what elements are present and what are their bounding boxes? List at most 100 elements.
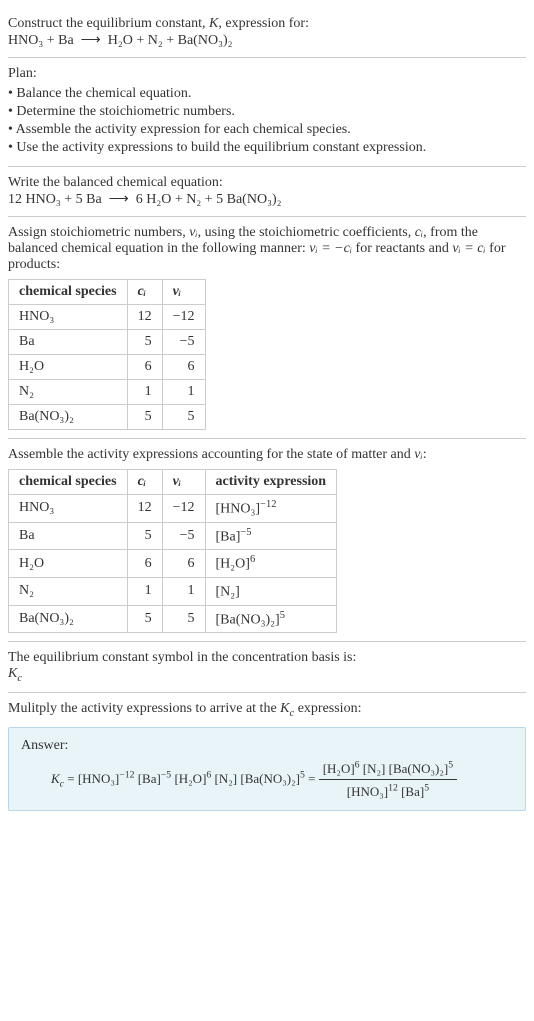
table-row: Ba(NO₃)₂ 5 5 [Ba(NO₃)₂]5 <box>9 605 337 633</box>
t-exp: 5 <box>448 760 453 771</box>
plan-heading: Plan: <box>8 66 526 82</box>
t-base: [Ba] <box>138 771 161 786</box>
cell-species: Ba <box>9 522 128 550</box>
cell-species: H₂O <box>9 550 128 578</box>
ans-eq2: = <box>308 771 319 786</box>
table-header-row: chemical species cᵢ νᵢ activity expressi… <box>9 470 337 495</box>
cell-nu: 1 <box>162 577 205 605</box>
cell-species: Ba(NO₃)₂ <box>9 405 128 430</box>
cell-nu: −5 <box>162 330 205 355</box>
ans-term: [HNO₃]−12 <box>78 771 135 786</box>
balanced-heading: Write the balanced chemical equation: <box>8 175 526 191</box>
cell-species: H₂O <box>9 355 128 380</box>
plan-item: • Determine the stoichiometric numbers. <box>8 104 526 120</box>
act-nu: νᵢ <box>414 447 422 462</box>
kc-k: K <box>8 666 17 681</box>
ans-eq: = <box>64 771 78 786</box>
cell-species: Ba <box>9 330 128 355</box>
fn-term: [N₂] <box>363 761 386 776</box>
expr-exp: −5 <box>240 527 251 538</box>
cell-species: N₂ <box>9 380 128 405</box>
t-base: [N₂] <box>363 761 386 776</box>
stoich-c: cᵢ <box>415 225 423 240</box>
mul-h1: Mulitply the activity expressions to arr… <box>8 701 280 716</box>
cell-expr: [HNO₃]−12 <box>205 495 337 523</box>
answer-label: Answer: <box>21 738 513 754</box>
frac-num: [H₂O]6 [N₂] [Ba(NO₃)₂]5 <box>319 760 457 780</box>
mul-k: K <box>280 701 289 716</box>
stoich-rel2: νᵢ = cᵢ <box>452 241 485 256</box>
plan-item: • Assemble the activity expression for e… <box>8 122 526 138</box>
multiply-heading: Mulitply the activity expressions to arr… <box>8 701 526 719</box>
plan-list: • Balance the chemical equation. • Deter… <box>8 86 526 156</box>
cell-c: 5 <box>127 522 162 550</box>
eq-rhs: H₂O + N₂ + Ba(NO₃)₂ <box>108 33 233 48</box>
stoich-section: Assign stoichiometric numbers, νᵢ, using… <box>8 217 526 439</box>
expr-base: [H₂O] <box>216 557 250 572</box>
ans-term: [Ba]−5 <box>138 771 171 786</box>
stoich-rel1: νᵢ = −cᵢ <box>309 241 352 256</box>
frac-den: [HNO₃]12 [Ba]5 <box>319 780 457 799</box>
col-species: chemical species <box>9 470 128 495</box>
expr-exp: 5 <box>280 610 285 621</box>
t-exp: 5 <box>424 782 429 793</box>
stoich-t4: for reactants and <box>352 241 452 256</box>
t-base: [H₂O] <box>323 761 355 776</box>
answer-fraction: [H₂O]6 [N₂] [Ba(NO₃)₂]5 [HNO₃]12 [Ba]5 <box>319 760 457 800</box>
symbol-kc: Kc <box>8 666 526 684</box>
cell-c: 5 <box>127 605 162 633</box>
col-expr: activity expression <box>205 470 337 495</box>
expr-exp: −12 <box>260 499 276 510</box>
cell-c: 1 <box>127 380 162 405</box>
cell-nu: −5 <box>162 522 205 550</box>
expr-base: [Ba(NO₃)₂] <box>216 612 280 627</box>
ans-term: [H₂O]6 <box>174 771 211 786</box>
stoich-nu: νᵢ <box>189 225 197 240</box>
table-row: H₂O 6 6 <box>9 355 206 380</box>
cell-expr: [N₂] <box>205 577 337 605</box>
stoich-table: chemical species cᵢ νᵢ HNO₃ 12 −12 Ba 5 … <box>8 279 206 430</box>
cell-species: N₂ <box>9 577 128 605</box>
stoich-text: Assign stoichiometric numbers, νᵢ, using… <box>8 225 526 273</box>
t-base: [HNO₃] <box>78 771 119 786</box>
cell-nu: 5 <box>162 405 205 430</box>
intro-equation: HNO₃ + Ba ⟶ H₂O + N₂ + Ba(NO₃)₂ <box>8 32 526 49</box>
cell-nu: −12 <box>162 495 205 523</box>
cell-c: 5 <box>127 330 162 355</box>
t-base: [HNO₃] <box>347 784 388 799</box>
stoich-t1: Assign stoichiometric numbers, <box>8 225 189 240</box>
t-base: [Ba(NO₃)₂] <box>240 771 300 786</box>
table-row: Ba 5 −5 <box>9 330 206 355</box>
t-base: [Ba(NO₃)₂] <box>389 761 449 776</box>
t-exp: 12 <box>388 782 398 793</box>
cell-species: HNO₃ <box>9 305 128 330</box>
cell-species: Ba(NO₃)₂ <box>9 605 128 633</box>
stoich-t2: , using the stoichiometric coefficients, <box>198 225 415 240</box>
table-row: N₂ 1 1 <box>9 380 206 405</box>
t-base: [N₂] <box>215 771 238 786</box>
col-ci: cᵢ <box>127 470 162 495</box>
table-row: HNO₃ 12 −12 [HNO₃]−12 <box>9 495 337 523</box>
plan-item: • Use the activity expressions to build … <box>8 140 526 156</box>
activity-section: Assemble the activity expressions accoun… <box>8 439 526 642</box>
fn-term: [Ba(NO₃)₂]5 <box>389 761 453 776</box>
cell-c: 1 <box>127 577 162 605</box>
table-row: Ba(NO₃)₂ 5 5 <box>9 405 206 430</box>
answer-expression: Kc = [HNO₃]−12 [Ba]−5 [H₂O]6 [N₂] [Ba(NO… <box>21 760 513 800</box>
plan-section: Plan: • Balance the chemical equation. •… <box>8 58 526 167</box>
col-ci: cᵢ <box>127 280 162 305</box>
t-exp: 6 <box>355 760 360 771</box>
col-nui: νᵢ <box>162 470 205 495</box>
intro-text: Construct the equilibrium constant, <box>8 16 209 31</box>
t-exp: −12 <box>119 769 134 780</box>
cell-c: 6 <box>127 550 162 578</box>
kc-sub: c <box>17 673 22 684</box>
eq-arrow: ⟶ <box>81 33 101 48</box>
eq-lhs: HNO₃ + Ba <box>8 33 74 48</box>
mul-h2: expression: <box>294 701 361 716</box>
cell-expr: [Ba(NO₃)₂]5 <box>205 605 337 633</box>
cell-expr: [Ba]−5 <box>205 522 337 550</box>
ans-term: [Ba(NO₃)₂]5 <box>240 771 304 786</box>
cell-nu: −12 <box>162 305 205 330</box>
cell-species: HNO₃ <box>9 495 128 523</box>
